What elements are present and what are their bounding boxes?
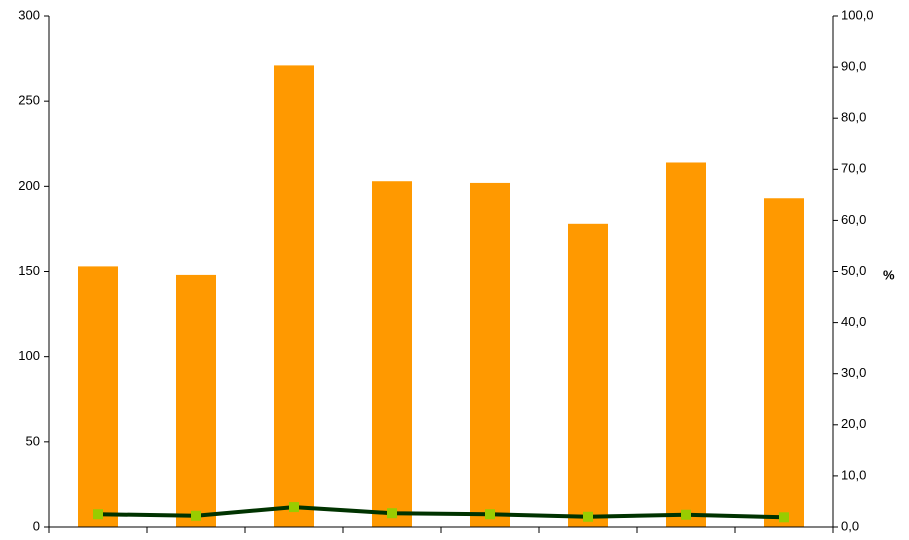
bar xyxy=(372,181,412,527)
bar xyxy=(78,266,118,527)
right-tick-label: 60,0 xyxy=(841,212,866,227)
line-marker xyxy=(779,512,789,523)
right-tick-label: 90,0 xyxy=(841,59,866,74)
right-axis-title: % xyxy=(883,267,895,282)
bar xyxy=(176,274,216,527)
line-marker xyxy=(485,509,495,520)
right-tick-label: 30,0 xyxy=(841,365,866,380)
right-tick-label: 50,0 xyxy=(841,263,866,278)
left-tick-label: 300 xyxy=(18,7,40,22)
right-tick-label: 80,0 xyxy=(841,110,866,125)
right-tick-label: 20,0 xyxy=(841,416,866,431)
series-line xyxy=(97,505,785,520)
left-tick-label: 100 xyxy=(18,348,40,363)
bar xyxy=(666,162,706,527)
right-tick-label: 40,0 xyxy=(841,314,866,329)
line-marker xyxy=(583,511,593,522)
line-marker xyxy=(191,510,201,521)
line-marker xyxy=(93,509,103,520)
line-marker xyxy=(387,508,397,519)
right-tick-label: 100,0 xyxy=(841,7,874,22)
right-tick-label: 70,0 xyxy=(841,161,866,176)
line-marker xyxy=(289,502,299,513)
left-tick-label: 250 xyxy=(18,93,40,108)
line-series xyxy=(93,502,789,523)
right-tick-label: 10,0 xyxy=(841,467,866,482)
bar-series xyxy=(78,65,804,528)
bar xyxy=(568,223,608,527)
axes: 0 50 100 150 200 250 300 0,0 10,0 20,0 30,0 40,0 50,… xyxy=(18,7,873,533)
left-tick-label: 0 xyxy=(33,518,40,533)
left-tick-label: 150 xyxy=(18,263,40,278)
left-tick-label: 50 xyxy=(26,433,40,448)
right-tick-label: 0,0 xyxy=(841,518,859,533)
bar xyxy=(470,182,510,527)
line-marker xyxy=(681,509,691,520)
left-tick-label: 200 xyxy=(18,178,40,193)
bar xyxy=(764,198,804,528)
bar xyxy=(274,65,314,527)
